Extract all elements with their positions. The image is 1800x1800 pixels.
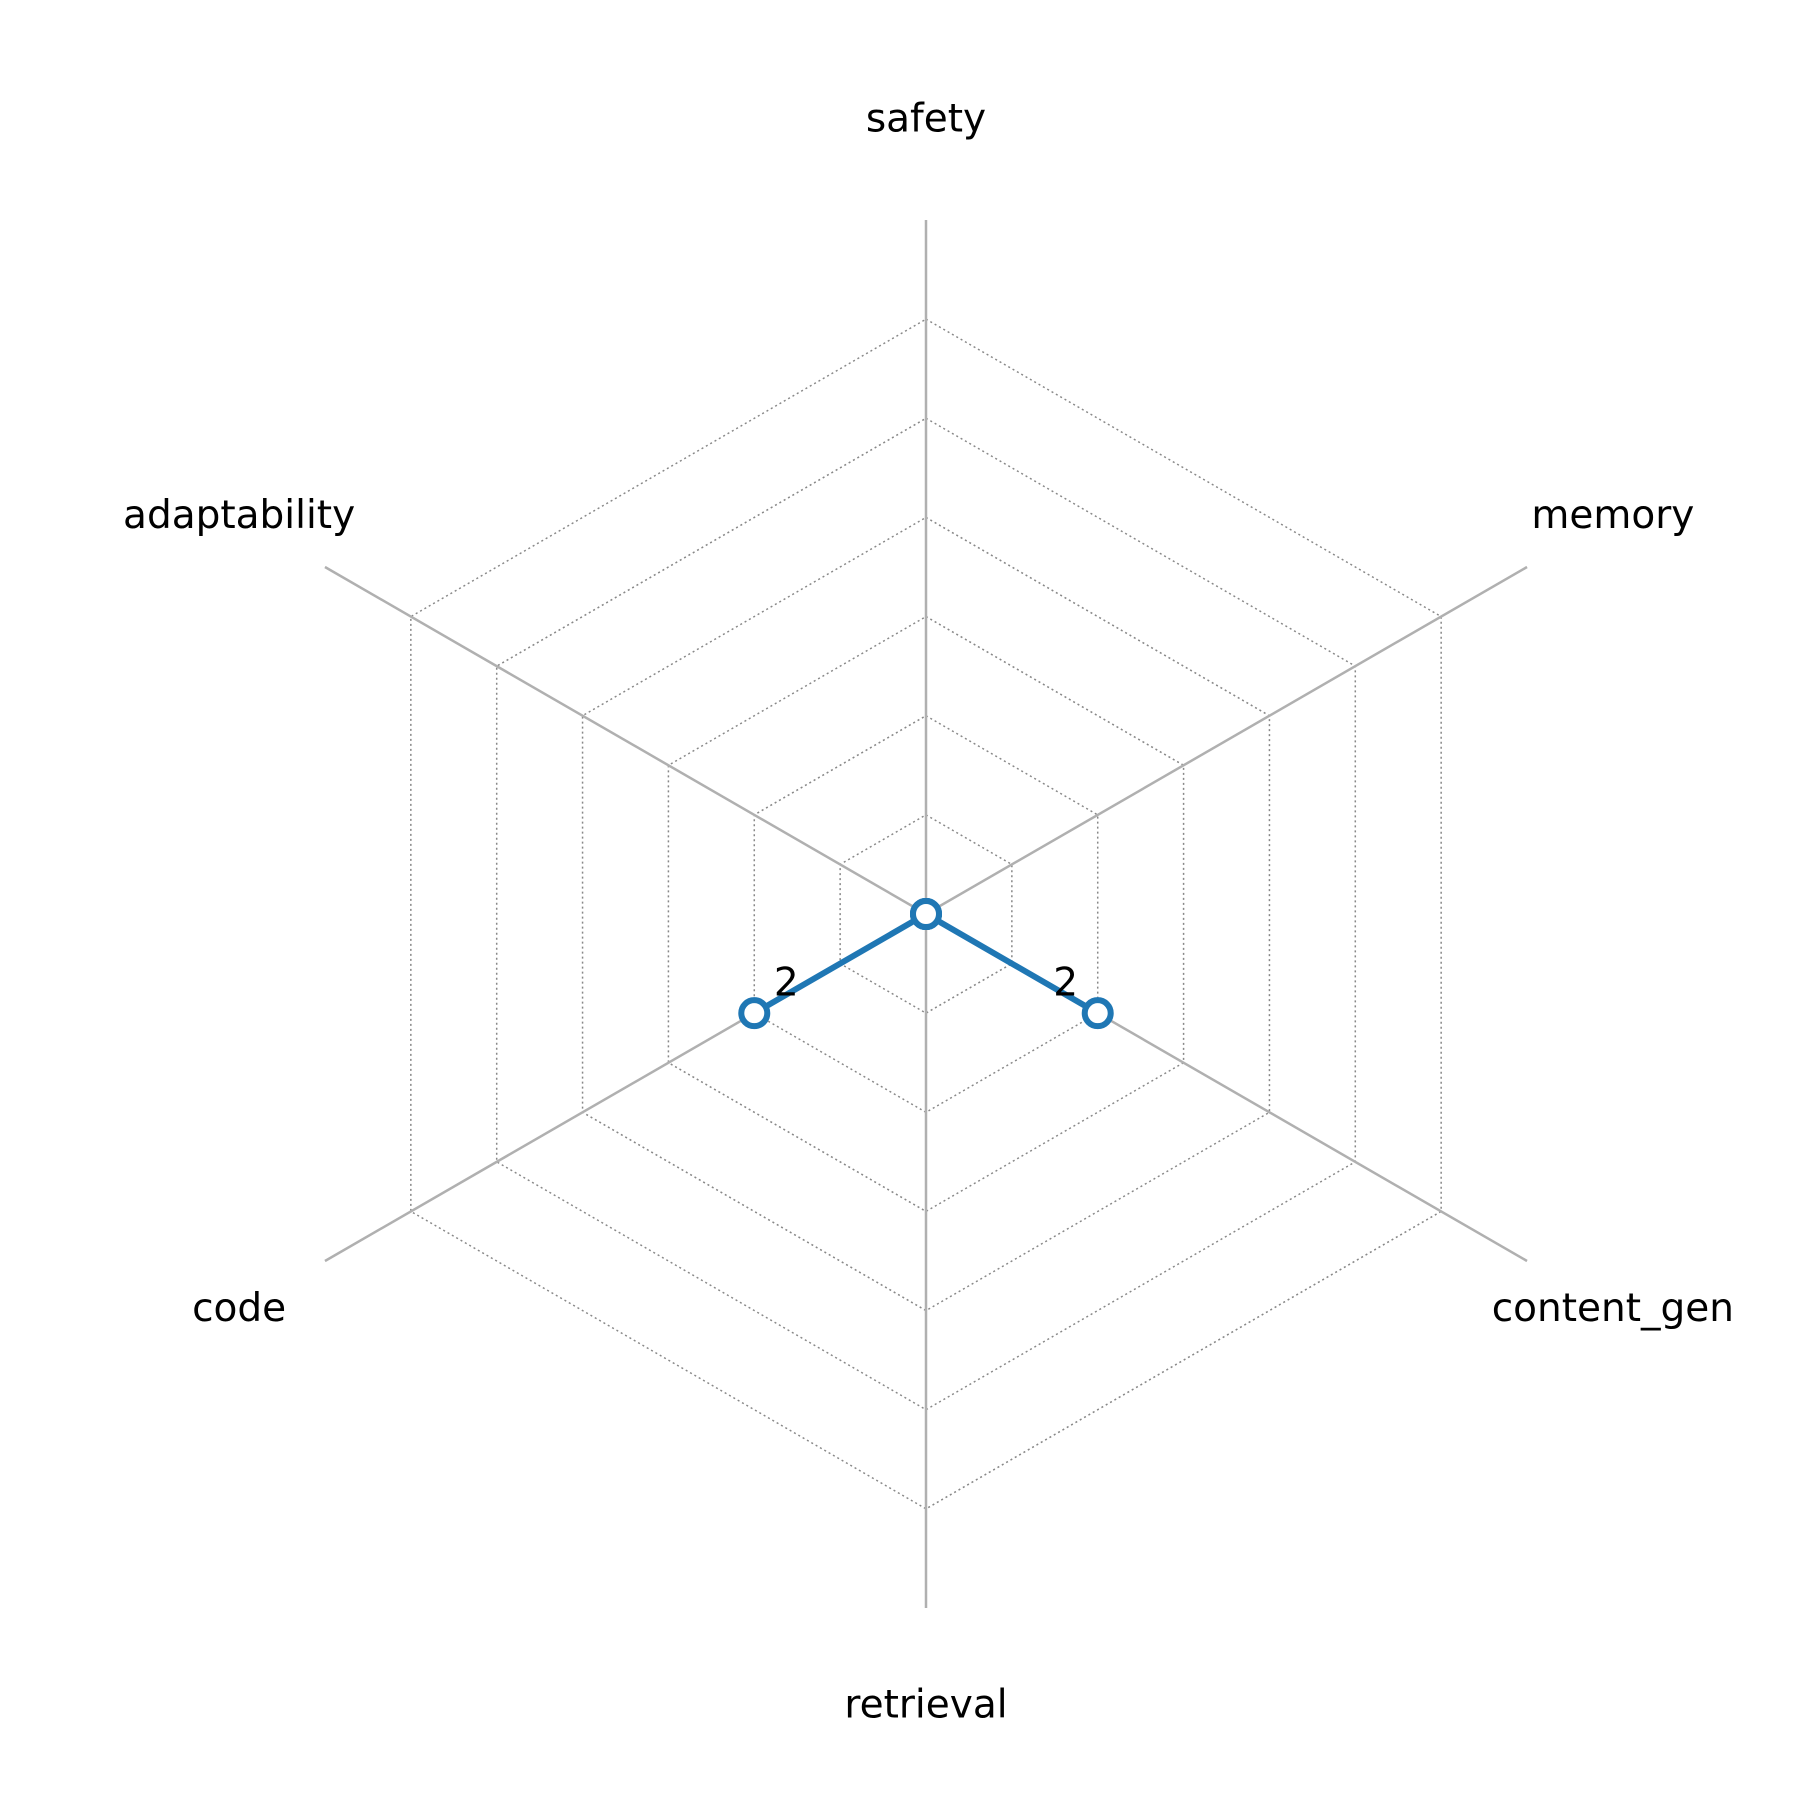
data-label: 2: [774, 961, 799, 1006]
data-point: [738, 997, 771, 1030]
category-label: memory: [1531, 493, 1694, 538]
axis-line: [324, 565, 927, 916]
axis-line: [925, 565, 1528, 916]
category-label: code: [192, 1286, 286, 1331]
data-point: [1081, 997, 1114, 1030]
category-label: retrieval: [844, 1683, 1007, 1728]
category-label: adaptability: [123, 493, 355, 538]
data-point: [910, 898, 942, 930]
category-label: safety: [866, 96, 986, 141]
data-label: 2: [1053, 961, 1078, 1006]
category-label: content_gen: [1492, 1286, 1734, 1331]
